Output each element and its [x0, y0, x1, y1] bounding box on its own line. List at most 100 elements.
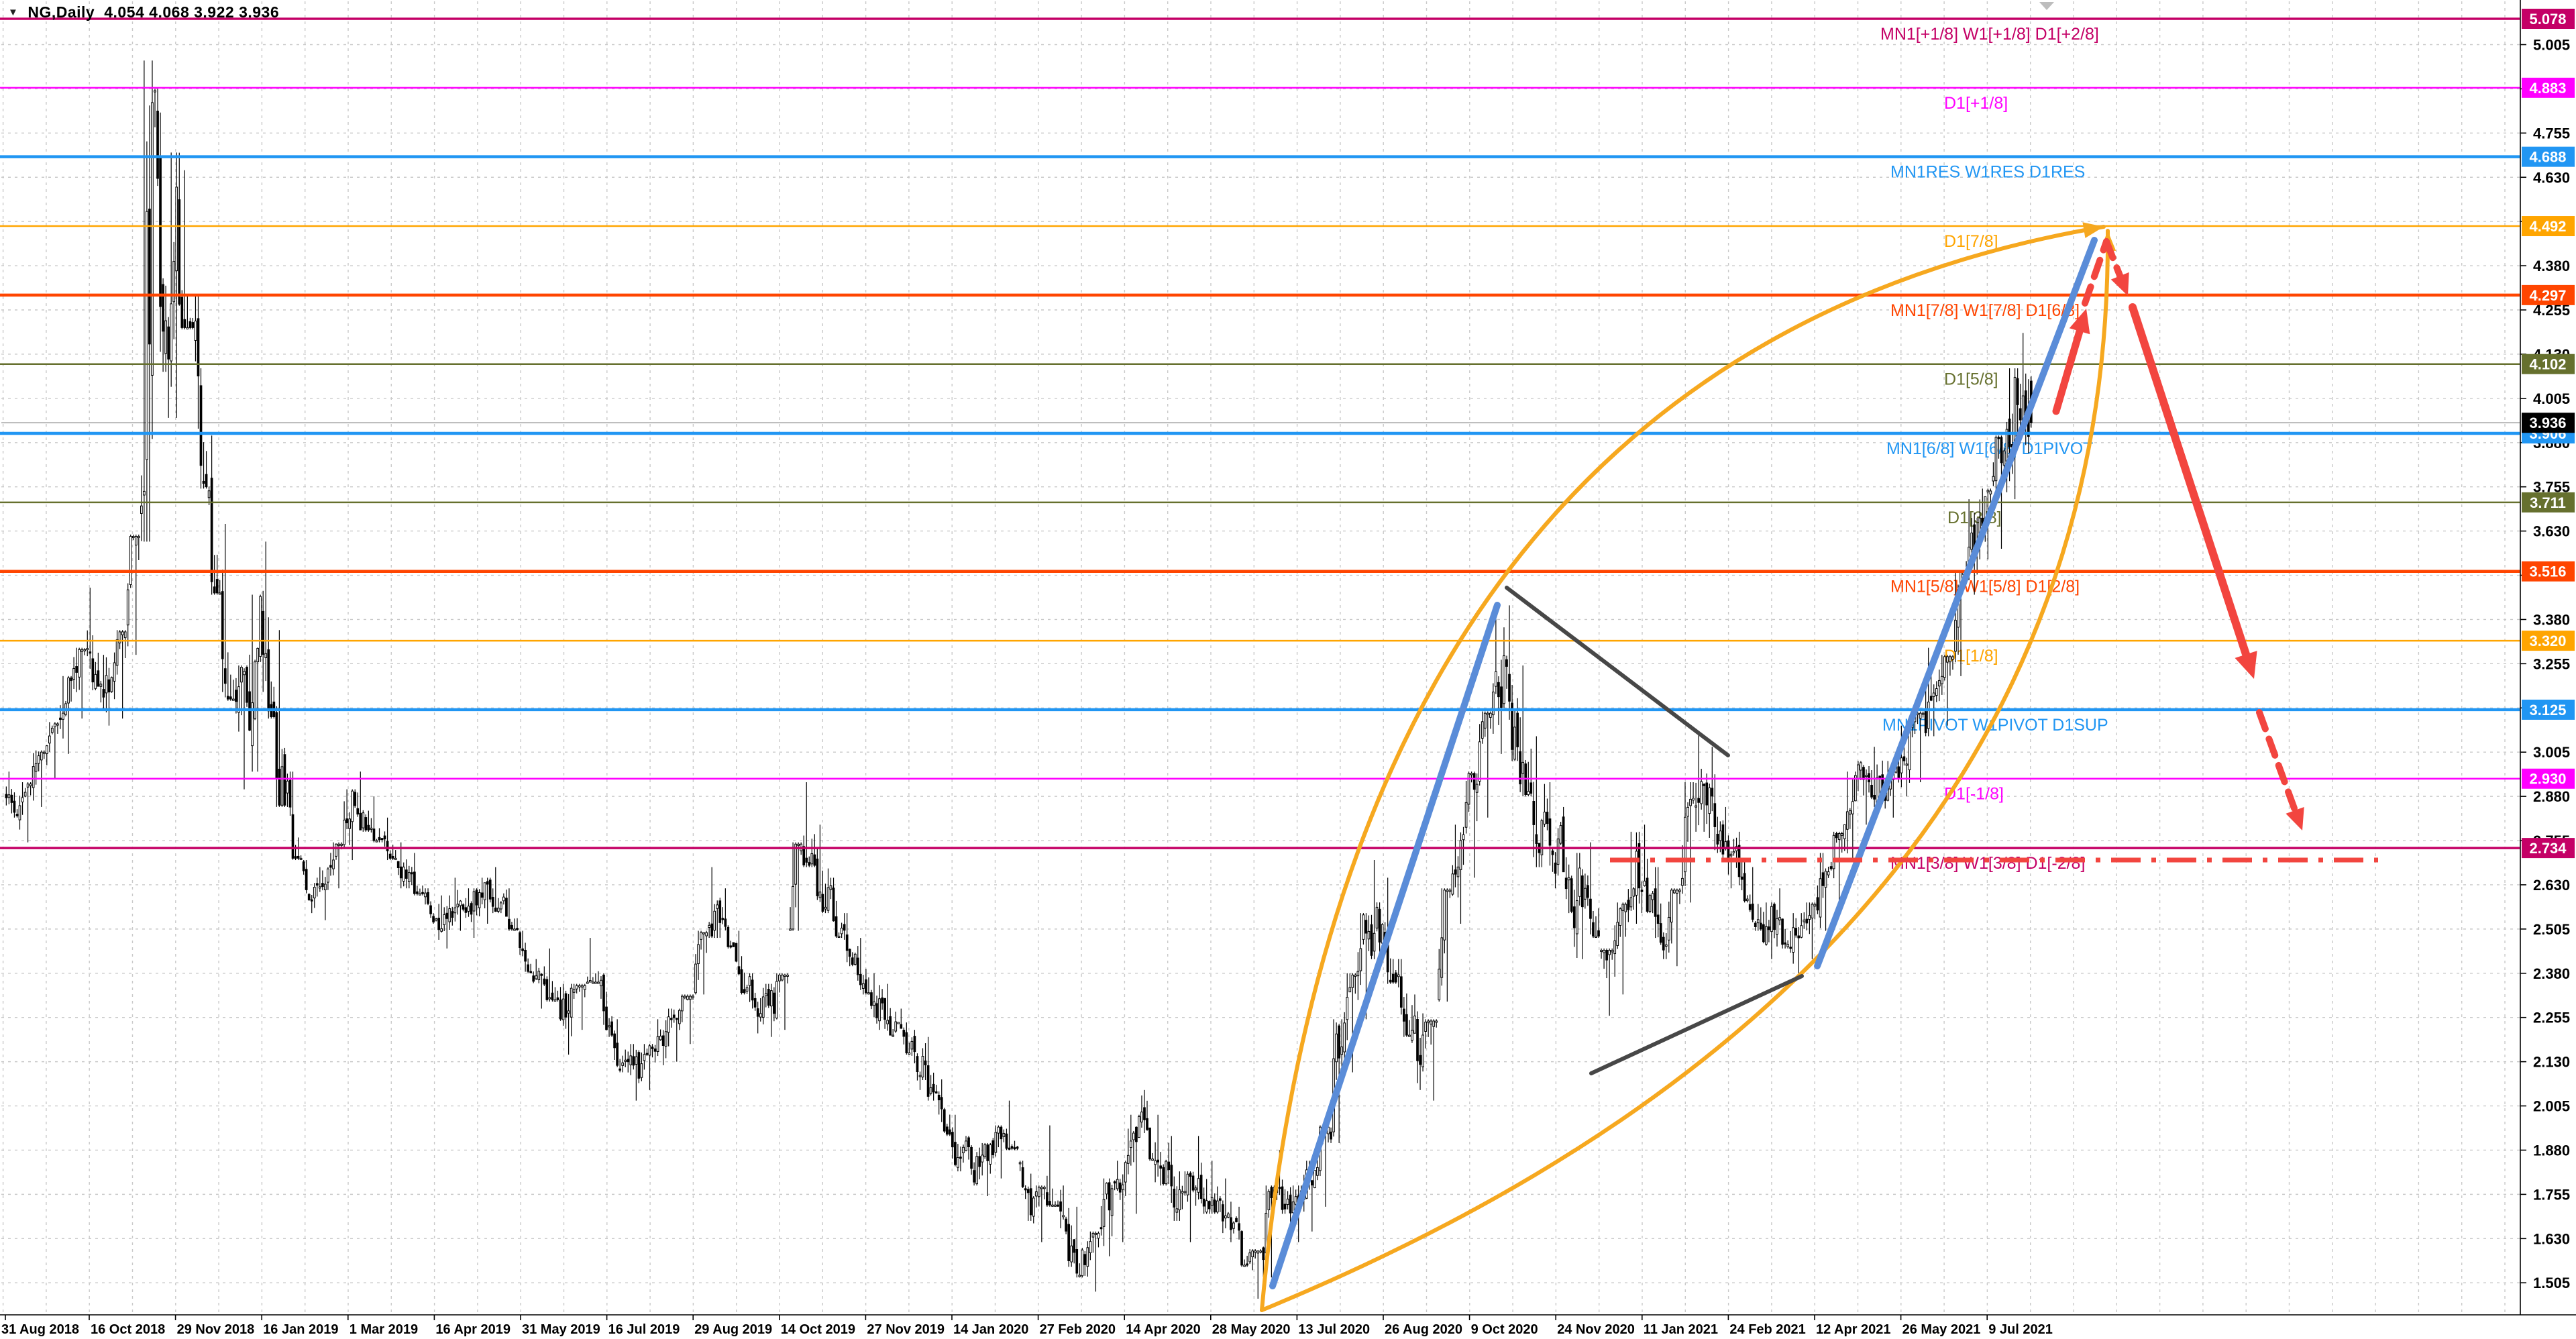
- candle-body: [913, 1036, 916, 1053]
- candle-body: [1629, 897, 1633, 908]
- candle-body: [2016, 378, 2019, 405]
- candle-body: [1681, 877, 1684, 886]
- projected-top-left-leg[interactable]: [2082, 238, 2110, 307]
- candle-body: [1905, 763, 1909, 766]
- candle-body: [1199, 1175, 1203, 1199]
- candle-body: [1651, 893, 1654, 900]
- time-tick-label: 27 Feb 2020: [1040, 1322, 1116, 1337]
- candle-body: [405, 869, 408, 879]
- annotations-layer: [1260, 2, 2378, 1312]
- candle-body: [1776, 918, 1778, 935]
- expansion-arc-left[interactable]: [1260, 225, 2106, 1312]
- candle-body: [957, 1157, 959, 1168]
- candle-body: [648, 1045, 651, 1056]
- candle-body: [1686, 806, 1689, 817]
- candle-body: [886, 1020, 889, 1024]
- candle-body: [1994, 437, 1998, 482]
- candle-body: [548, 997, 551, 1000]
- candle-body: [1021, 1167, 1024, 1187]
- candle-body: [629, 1055, 633, 1065]
- candle-body: [1546, 812, 1549, 824]
- candle-body: [1865, 775, 1868, 778]
- candle-body: [1521, 761, 1525, 774]
- chart-shift-marker[interactable]: [2039, 2, 2054, 10]
- candle-body: [705, 932, 708, 936]
- candle-body: [256, 647, 259, 663]
- candle-body: [813, 854, 816, 866]
- candle-body: [527, 964, 529, 972]
- candle-body: [1102, 1199, 1106, 1227]
- candle-body: [378, 837, 381, 841]
- candle-body: [716, 904, 719, 909]
- time-tick-label: 11 Jan 2021: [1644, 1322, 1718, 1337]
- candle-body: [651, 1047, 654, 1049]
- candle-body: [1746, 898, 1749, 902]
- candle-body: [1170, 1165, 1173, 1187]
- price-tick-label: 1.505: [2533, 1275, 2570, 1291]
- candle-body: [383, 835, 386, 840]
- candle-body: [89, 651, 92, 654]
- candle-body: [337, 843, 340, 846]
- level-labels-layer: MN1[+1/8] W1[+1/8] D1[+2/8] D1[+1/8] MN1RE…: [1880, 25, 2108, 873]
- candle-body: [761, 996, 765, 1018]
- candle-body: [1932, 692, 1935, 698]
- candle-body: [1829, 866, 1833, 869]
- rally-2020-trendline[interactable]: [1269, 602, 1501, 1289]
- candle-body: [1251, 1250, 1254, 1258]
- candle-body: [1034, 1191, 1038, 1197]
- candle-body: [1784, 942, 1786, 945]
- candle-body: [1848, 810, 1851, 815]
- candle-body: [889, 1016, 892, 1036]
- candle-body: [1330, 1131, 1332, 1140]
- grid-layer: [1, 1, 2520, 1315]
- time-tick-label: 31 May 2019: [522, 1322, 600, 1337]
- candle-body: [170, 303, 173, 362]
- candle-body: [635, 1056, 638, 1065]
- rally-2021-trendline[interactable]: [1814, 237, 2098, 969]
- candle-body: [411, 872, 413, 875]
- candle-body: [1010, 1146, 1014, 1149]
- decline-projection-arrow[interactable]: [2129, 303, 2254, 670]
- current-price-badge-text: 3.936: [2529, 415, 2566, 431]
- candle-body: [1405, 1014, 1408, 1036]
- candle-body: [1073, 1239, 1076, 1253]
- candle-body: [1564, 877, 1568, 890]
- breakout-up-arrow[interactable]: [2052, 317, 2087, 415]
- candle-body: [229, 696, 232, 700]
- candle-body: [1595, 935, 1597, 938]
- decline-projection-dashed[interactable]: [2256, 709, 2302, 823]
- candle-body: [202, 480, 205, 484]
- correction-trendline-upper[interactable]: [1505, 586, 1730, 757]
- candle-body: [602, 974, 605, 1012]
- candle-body: [218, 592, 221, 595]
- candle-body: [199, 385, 203, 466]
- expansion-arc-right[interactable]: [1260, 229, 2110, 1312]
- candle-body: [692, 996, 694, 998]
- candle-body: [1811, 904, 1814, 918]
- candle-body: [867, 992, 870, 995]
- candle-body: [1843, 824, 1846, 839]
- candle-body: [451, 911, 454, 918]
- candle-body: [959, 1157, 962, 1159]
- candle-body: [1462, 834, 1465, 841]
- candle-body: [1005, 1133, 1008, 1149]
- candle-body: [694, 963, 697, 994]
- candle-body: [1527, 791, 1530, 795]
- candle-body: [1924, 711, 1927, 733]
- candle-body: [1024, 1188, 1027, 1191]
- correction-trendline-lower[interactable]: [1589, 974, 1804, 1075]
- candle-body: [1921, 712, 1925, 715]
- candle-body: [1813, 904, 1817, 907]
- candle-body: [684, 996, 686, 998]
- candle-body: [56, 723, 59, 726]
- candle-body: [1700, 781, 1703, 804]
- candle-body: [1354, 974, 1357, 977]
- candle-body: [40, 751, 43, 761]
- candle-body: [732, 942, 735, 947]
- candle-body: [932, 1083, 935, 1093]
- chevron-down-icon[interactable]: ▼: [8, 7, 19, 18]
- candle-body: [643, 1054, 646, 1061]
- candle-body: [1248, 1252, 1252, 1263]
- candle-body: [1597, 930, 1600, 936]
